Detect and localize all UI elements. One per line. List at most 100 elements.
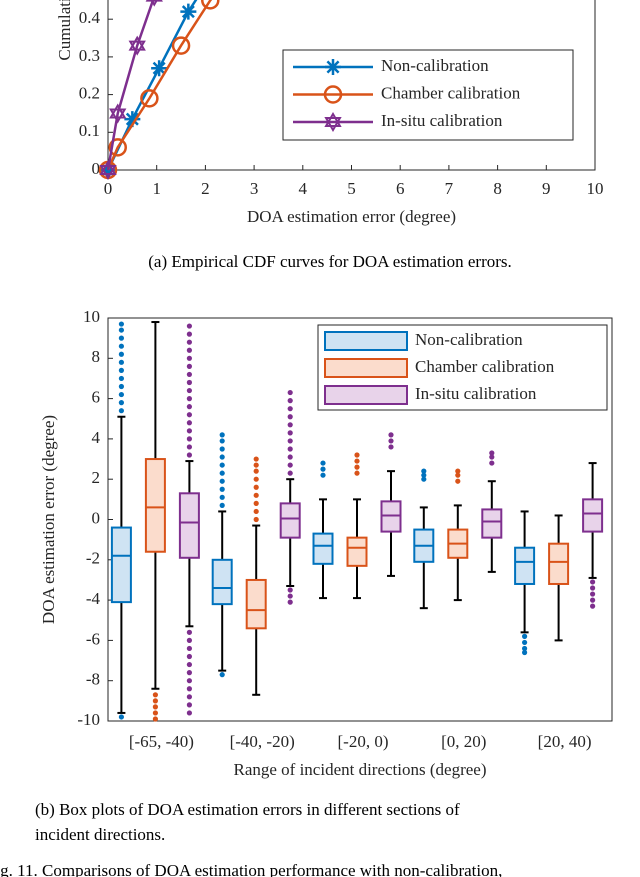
outlier: [253, 484, 259, 490]
outlier: [287, 430, 293, 436]
x-tick-label: [-40, -20): [230, 732, 295, 751]
marker: [151, 60, 168, 77]
box: [144, 458, 166, 553]
outlier: [186, 444, 192, 450]
y-axis-label: Cumulative probability: [55, 0, 74, 61]
caption: (b) Box plots of DOA estimation errors i…: [35, 800, 460, 819]
legend-label: Chamber calibration: [415, 357, 555, 376]
outlier: [186, 396, 192, 402]
outlier: [253, 476, 259, 482]
outlier: [152, 704, 158, 710]
cdf-line: [106, 0, 155, 171]
outlier: [455, 478, 461, 484]
outlier: [219, 432, 225, 438]
y-tick-label: -6: [86, 629, 100, 648]
outlier: [219, 478, 225, 484]
x-tick-label: [0, 20): [441, 732, 486, 751]
outlier: [118, 408, 124, 414]
caption: (a) Empirical CDF curves for DOA estimat…: [148, 252, 512, 271]
outlier: [186, 371, 192, 378]
box: [582, 498, 604, 533]
outlier: [590, 603, 596, 609]
outlier: [186, 670, 192, 676]
outlier: [522, 645, 528, 652]
outlier: [186, 331, 192, 337]
marker: [140, 89, 159, 108]
outlier: [186, 363, 192, 369]
outlier: [118, 351, 124, 357]
outlier: [253, 468, 259, 474]
outlier: [186, 661, 192, 668]
y-tick-label: -2: [86, 549, 100, 568]
outlier: [186, 452, 192, 458]
outlier: [421, 472, 427, 478]
outlier: [253, 492, 259, 498]
outlier: [118, 327, 124, 333]
x-tick-label: 9: [542, 179, 551, 198]
outlier: [287, 422, 293, 428]
outlier: [186, 412, 192, 418]
outlier: [287, 593, 293, 599]
x-tick-label: 10: [587, 179, 604, 198]
outlier: [253, 508, 259, 515]
outlier: [152, 698, 158, 704]
legend-label: In-situ calibration: [415, 384, 537, 403]
outlier: [118, 375, 124, 382]
outlier: [354, 458, 360, 464]
outlier: [287, 587, 293, 593]
box: [312, 532, 334, 565]
marker: [324, 111, 342, 133]
outlier: [186, 379, 192, 386]
marker: [99, 159, 117, 181]
outlier: [186, 645, 192, 652]
box: [178, 492, 200, 559]
outlier: [253, 516, 259, 523]
outlier: [118, 383, 124, 390]
figure-caption: Fig. 11. Comparisons of DOA estimation p…: [0, 861, 502, 877]
outlier: [219, 494, 225, 500]
x-tick-label: 4: [299, 179, 308, 198]
outlier: [287, 470, 293, 476]
outlier: [219, 672, 225, 678]
outlier: [152, 710, 158, 716]
y-tick-label: 8: [92, 347, 101, 366]
box: [211, 558, 233, 606]
outlier: [354, 464, 360, 470]
cdf-line: [106, 0, 198, 171]
outlier: [186, 420, 192, 426]
outlier: [522, 639, 528, 646]
outlier: [186, 678, 192, 684]
outlier: [522, 649, 528, 656]
outlier: [590, 591, 596, 597]
caption: incident directions.: [35, 825, 165, 844]
outlier: [489, 460, 495, 466]
y-tick-label: 4: [92, 428, 101, 447]
outlier: [118, 359, 124, 365]
outlier: [287, 389, 293, 396]
outlier: [590, 585, 596, 591]
outlier: [186, 629, 192, 635]
outlier: [118, 714, 124, 720]
outlier: [219, 486, 225, 492]
outlier: [186, 339, 192, 345]
x-tick-label: [20, 40): [538, 732, 592, 751]
x-tick-label: [-65, -40): [129, 732, 194, 751]
x-tick-label: 8: [493, 179, 502, 198]
outlier: [219, 470, 225, 476]
outlier: [186, 355, 192, 361]
outlier: [118, 321, 124, 327]
y-tick-label: 0.2: [79, 84, 100, 103]
box: [110, 526, 132, 604]
legend-label: Non-calibration: [415, 330, 523, 349]
outlier: [287, 462, 293, 468]
outlier: [287, 406, 293, 412]
marker: [128, 35, 146, 56]
outlier: [287, 454, 293, 460]
marker: [124, 111, 141, 128]
outlier: [186, 428, 192, 434]
box: [279, 502, 301, 539]
box: [346, 536, 368, 567]
outlier: [186, 702, 192, 708]
marker: [145, 0, 163, 7]
